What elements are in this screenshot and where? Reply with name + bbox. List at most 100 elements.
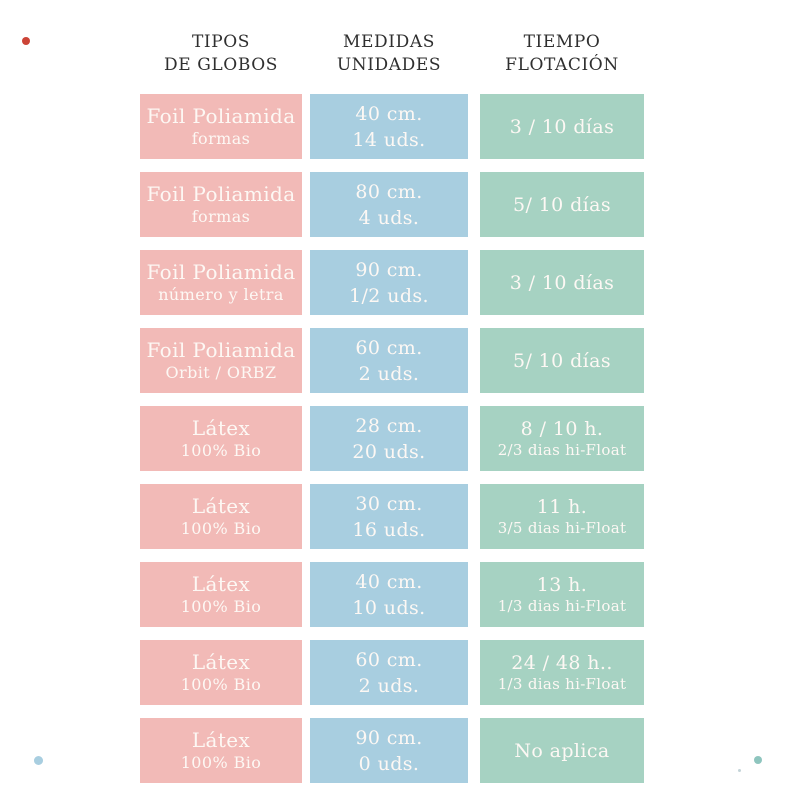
cell-medida-unidades: 90 cm. 1/2 uds.: [310, 250, 468, 315]
tipo-globo-name: Látex: [191, 494, 251, 518]
medida-size: 90 cm.: [355, 726, 423, 749]
medida-size: 40 cm.: [355, 570, 423, 593]
medida-units: 2 uds.: [358, 362, 420, 385]
tiempo-main: 11 h.: [536, 496, 588, 518]
medida-units: 2 uds.: [358, 674, 420, 697]
tipo-globo-name: Foil Poliamida: [146, 182, 296, 206]
table-row: Foil Poliamida formas 40 cm. 14 uds. 3 /…: [140, 94, 644, 159]
table-row: Foil Poliamida Orbit / ORBZ 60 cm. 2 uds…: [140, 328, 644, 393]
tiempo-main: 5/ 10 días: [512, 349, 612, 372]
decorative-speck-dot: [738, 769, 741, 772]
cell-tiempo-flotacion: 24 / 48 h.. 1/3 dias hi-Float: [480, 640, 644, 705]
medida-size: 80 cm.: [355, 180, 423, 203]
cell-tipo-globo: Foil Poliamida formas: [140, 172, 302, 237]
decorative-red-dot: [22, 37, 30, 45]
medida-units: 4 uds.: [358, 206, 420, 229]
medida-size: 40 cm.: [355, 102, 423, 125]
tipo-globo-sub: Orbit / ORBZ: [165, 363, 277, 382]
cell-medida-unidades: 60 cm. 2 uds.: [310, 328, 468, 393]
tiempo-sub: 1/3 dias hi-Float: [497, 597, 627, 615]
tipo-globo-sub: 100% Bio: [180, 519, 262, 538]
cell-medida-unidades: 28 cm. 20 uds.: [310, 406, 468, 471]
tipo-globo-sub: formas: [191, 207, 251, 226]
header-tiempo: TIEMPO FLOTACIÓN: [480, 31, 644, 77]
decorative-blue-dot: [34, 756, 43, 765]
tiempo-main: No aplica: [514, 739, 610, 762]
cell-medida-unidades: 30 cm. 16 uds.: [310, 484, 468, 549]
table-row: Látex 100% Bio 60 cm. 2 uds. 24 / 48 h..…: [140, 640, 644, 705]
medida-units: 16 uds.: [352, 518, 426, 541]
medida-units: 14 uds.: [352, 128, 426, 151]
table-row: Foil Poliamida número y letra 90 cm. 1/2…: [140, 250, 644, 315]
tiempo-main: 3 / 10 días: [509, 115, 615, 138]
cell-tipo-globo: Látex 100% Bio: [140, 406, 302, 471]
header-medidas: MEDIDAS UNIDADES: [310, 31, 468, 77]
header-medidas-line1: MEDIDAS: [343, 32, 435, 52]
medida-size: 90 cm.: [355, 258, 423, 281]
cell-medida-unidades: 60 cm. 2 uds.: [310, 640, 468, 705]
cell-tipo-globo: Látex 100% Bio: [140, 562, 302, 627]
tipo-globo-name: Látex: [191, 572, 251, 596]
tipo-globo-sub: 100% Bio: [180, 597, 262, 616]
tipo-globo-name: Foil Poliamida: [146, 260, 296, 284]
cell-tipo-globo: Látex 100% Bio: [140, 484, 302, 549]
header-tiempo-line1: TIEMPO: [523, 32, 601, 52]
decorative-teal-dot: [754, 756, 762, 764]
table-row: Látex 100% Bio 28 cm. 20 uds. 8 / 10 h. …: [140, 406, 644, 471]
header-tipos: TIPOS DE GLOBOS: [140, 31, 302, 77]
medida-size: 28 cm.: [355, 414, 423, 437]
tiempo-main: 13 h.: [536, 574, 588, 596]
cell-tiempo-flotacion: No aplica: [480, 718, 644, 783]
header-medidas-line2: UNIDADES: [336, 55, 442, 75]
cell-tipo-globo: Foil Poliamida Orbit / ORBZ: [140, 328, 302, 393]
cell-tiempo-flotacion: 5/ 10 días: [480, 172, 644, 237]
cell-tipo-globo: Látex 100% Bio: [140, 640, 302, 705]
tipo-globo-sub: 100% Bio: [180, 441, 262, 460]
tipo-globo-sub: número y letra: [158, 285, 284, 304]
table-row: Látex 100% Bio 30 cm. 16 uds. 11 h. 3/5 …: [140, 484, 644, 549]
tipo-globo-sub: formas: [191, 129, 251, 148]
tiempo-main: 5/ 10 días: [512, 193, 612, 216]
column-headers: TIPOS DE GLOBOS MEDIDAS UNIDADES TIEMPO …: [140, 31, 644, 77]
table-body: Foil Poliamida formas 40 cm. 14 uds. 3 /…: [140, 94, 644, 796]
cell-tiempo-flotacion: 3 / 10 días: [480, 94, 644, 159]
cell-tiempo-flotacion: 8 / 10 h. 2/3 dias hi-Float: [480, 406, 644, 471]
tipo-globo-name: Látex: [191, 416, 251, 440]
cell-tiempo-flotacion: 5/ 10 días: [480, 328, 644, 393]
tiempo-main: 8 / 10 h.: [520, 418, 604, 440]
cell-tiempo-flotacion: 13 h. 1/3 dias hi-Float: [480, 562, 644, 627]
header-tipos-line2: DE GLOBOS: [163, 55, 279, 75]
cell-tiempo-flotacion: 11 h. 3/5 dias hi-Float: [480, 484, 644, 549]
tipo-globo-sub: 100% Bio: [180, 675, 262, 694]
cell-tiempo-flotacion: 3 / 10 días: [480, 250, 644, 315]
cell-medida-unidades: 40 cm. 10 uds.: [310, 562, 468, 627]
cell-tipo-globo: Foil Poliamida formas: [140, 94, 302, 159]
medida-size: 60 cm.: [355, 648, 423, 671]
tiempo-main: 3 / 10 días: [509, 271, 615, 294]
cell-medida-unidades: 40 cm. 14 uds.: [310, 94, 468, 159]
tipo-globo-name: Látex: [191, 728, 251, 752]
cell-tipo-globo: Foil Poliamida número y letra: [140, 250, 302, 315]
header-tiempo-line2: FLOTACIÓN: [505, 55, 619, 75]
table-row: Foil Poliamida formas 80 cm. 4 uds. 5/ 1…: [140, 172, 644, 237]
tipo-globo-sub: 100% Bio: [180, 753, 262, 772]
tipo-globo-name: Látex: [191, 650, 251, 674]
cell-medida-unidades: 80 cm. 4 uds.: [310, 172, 468, 237]
cell-tipo-globo: Látex 100% Bio: [140, 718, 302, 783]
medida-units: 1/2 uds.: [348, 284, 429, 307]
tiempo-sub: 2/3 dias hi-Float: [497, 441, 627, 459]
medida-units: 20 uds.: [352, 440, 426, 463]
tipo-globo-name: Foil Poliamida: [146, 104, 296, 128]
table-row: Látex 100% Bio 40 cm. 10 uds. 13 h. 1/3 …: [140, 562, 644, 627]
tiempo-sub: 3/5 dias hi-Float: [497, 519, 627, 537]
medida-size: 30 cm.: [355, 492, 423, 515]
tiempo-sub: 1/3 dias hi-Float: [497, 675, 627, 693]
medida-size: 60 cm.: [355, 336, 423, 359]
cell-medida-unidades: 90 cm. 0 uds.: [310, 718, 468, 783]
medida-units: 0 uds.: [358, 752, 420, 775]
header-tipos-line1: TIPOS: [191, 32, 251, 52]
tipo-globo-name: Foil Poliamida: [146, 338, 296, 362]
medida-units: 10 uds.: [352, 596, 426, 619]
tiempo-main: 24 / 48 h..: [511, 652, 613, 674]
